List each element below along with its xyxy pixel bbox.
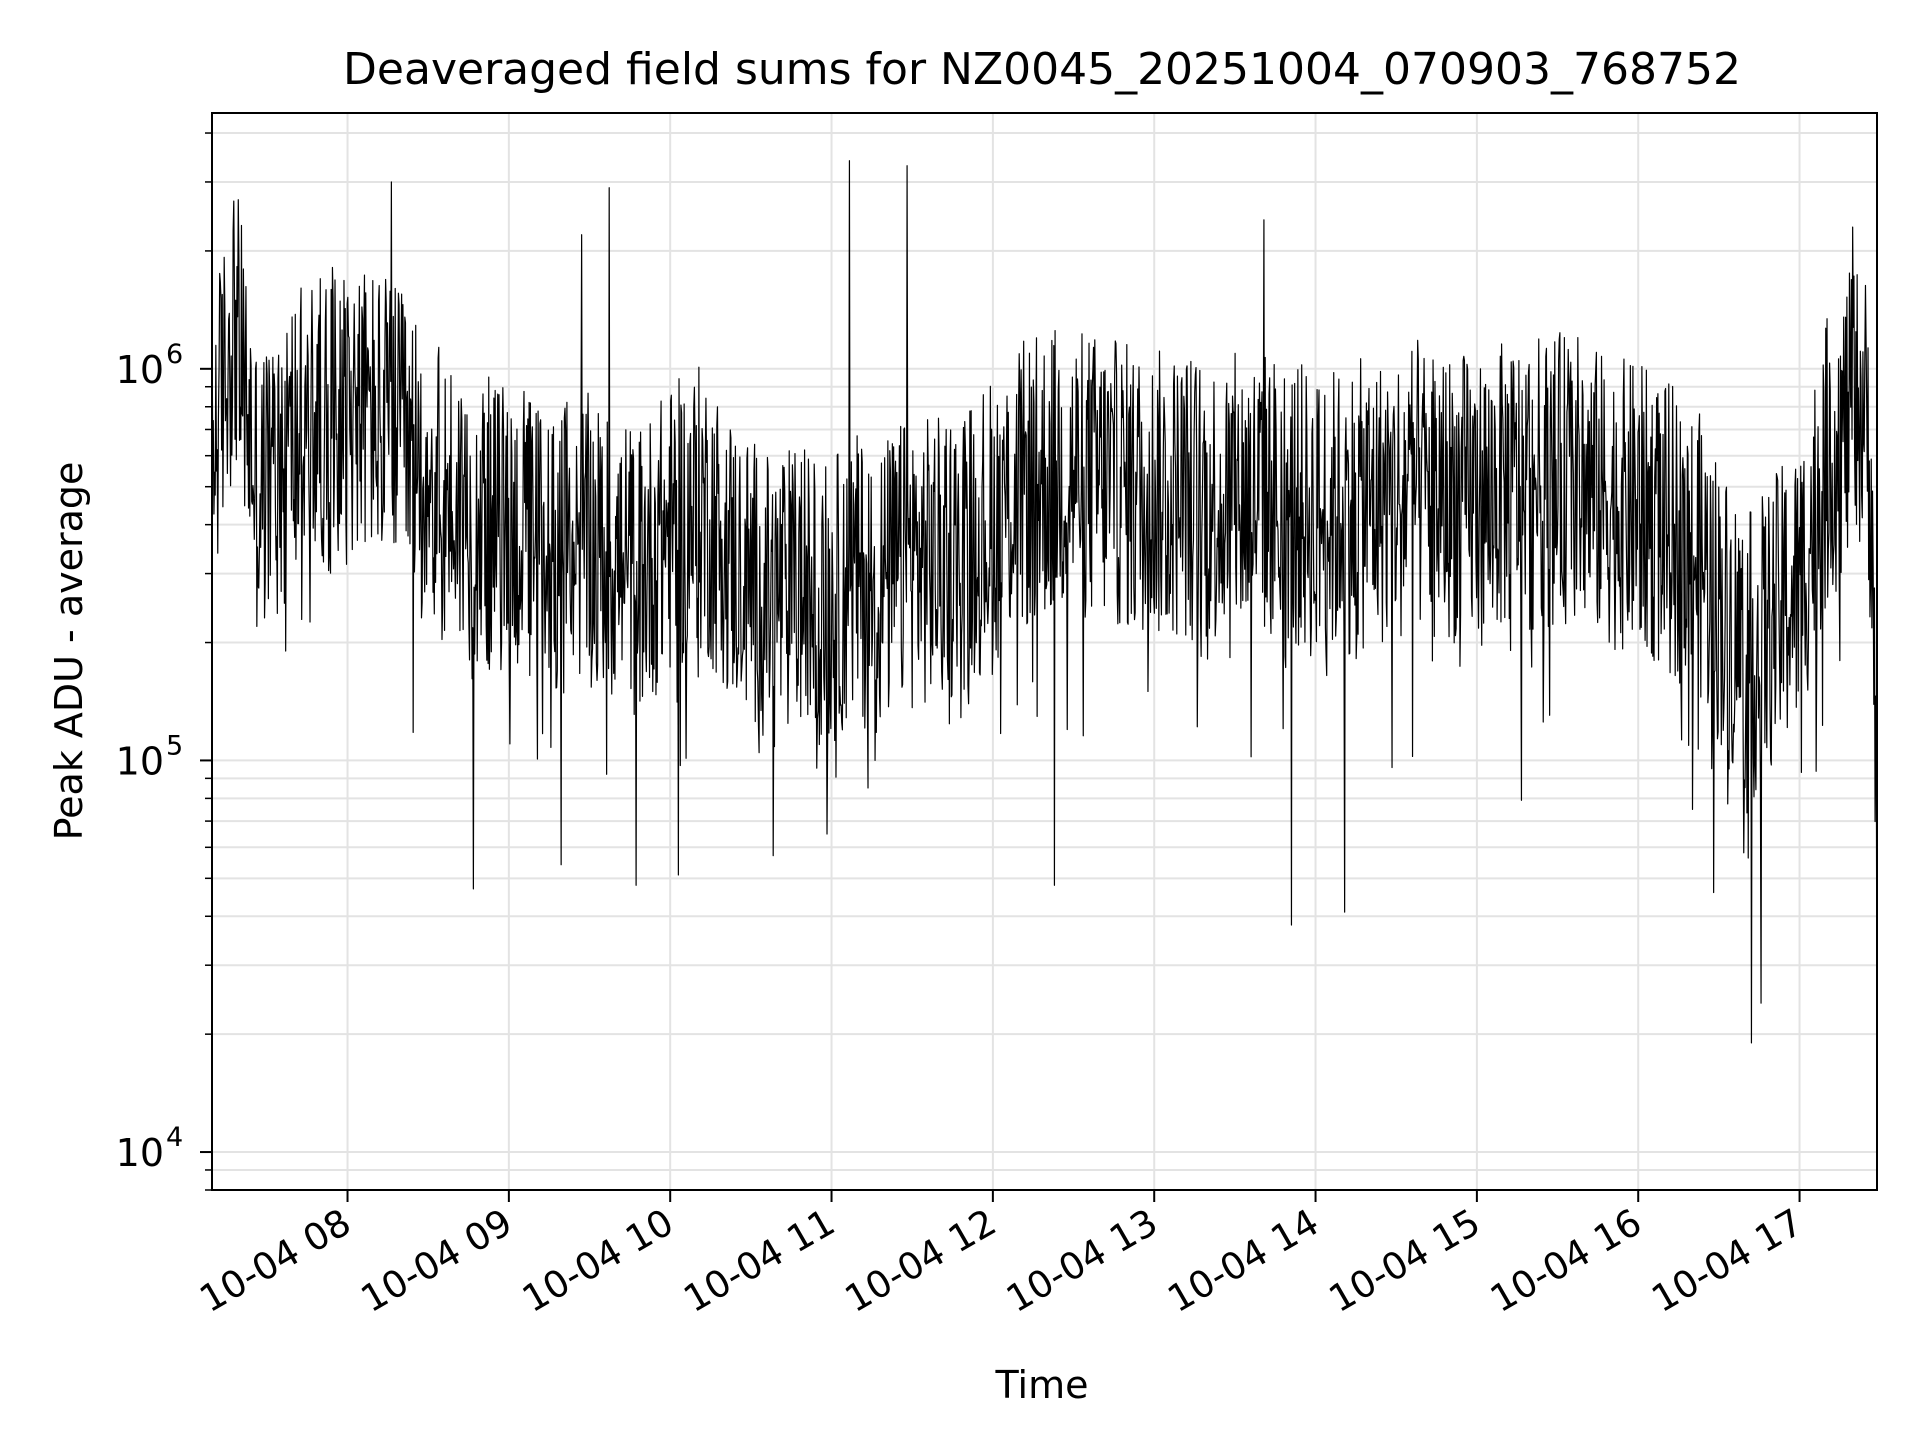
chart-title: Deaveraged field sums for NZ0045_2025100… — [343, 44, 1741, 95]
plot-frame — [211, 112, 1878, 1191]
x-axis-label: Time — [995, 1363, 1089, 1407]
y-tick-exponent: 4 — [166, 1122, 183, 1153]
y-axis-label: Peak ADU - average — [47, 462, 91, 841]
y-tick-exponent: 5 — [166, 730, 183, 761]
series-line-peak-adu — [211, 160, 1878, 1084]
y-tick-label: 10 — [116, 348, 164, 392]
y-tick-label: 10 — [116, 1131, 164, 1175]
y-tick-exponent: 6 — [166, 339, 183, 370]
y-tick-label: 10 — [116, 739, 164, 783]
series-layer — [211, 160, 1878, 1084]
